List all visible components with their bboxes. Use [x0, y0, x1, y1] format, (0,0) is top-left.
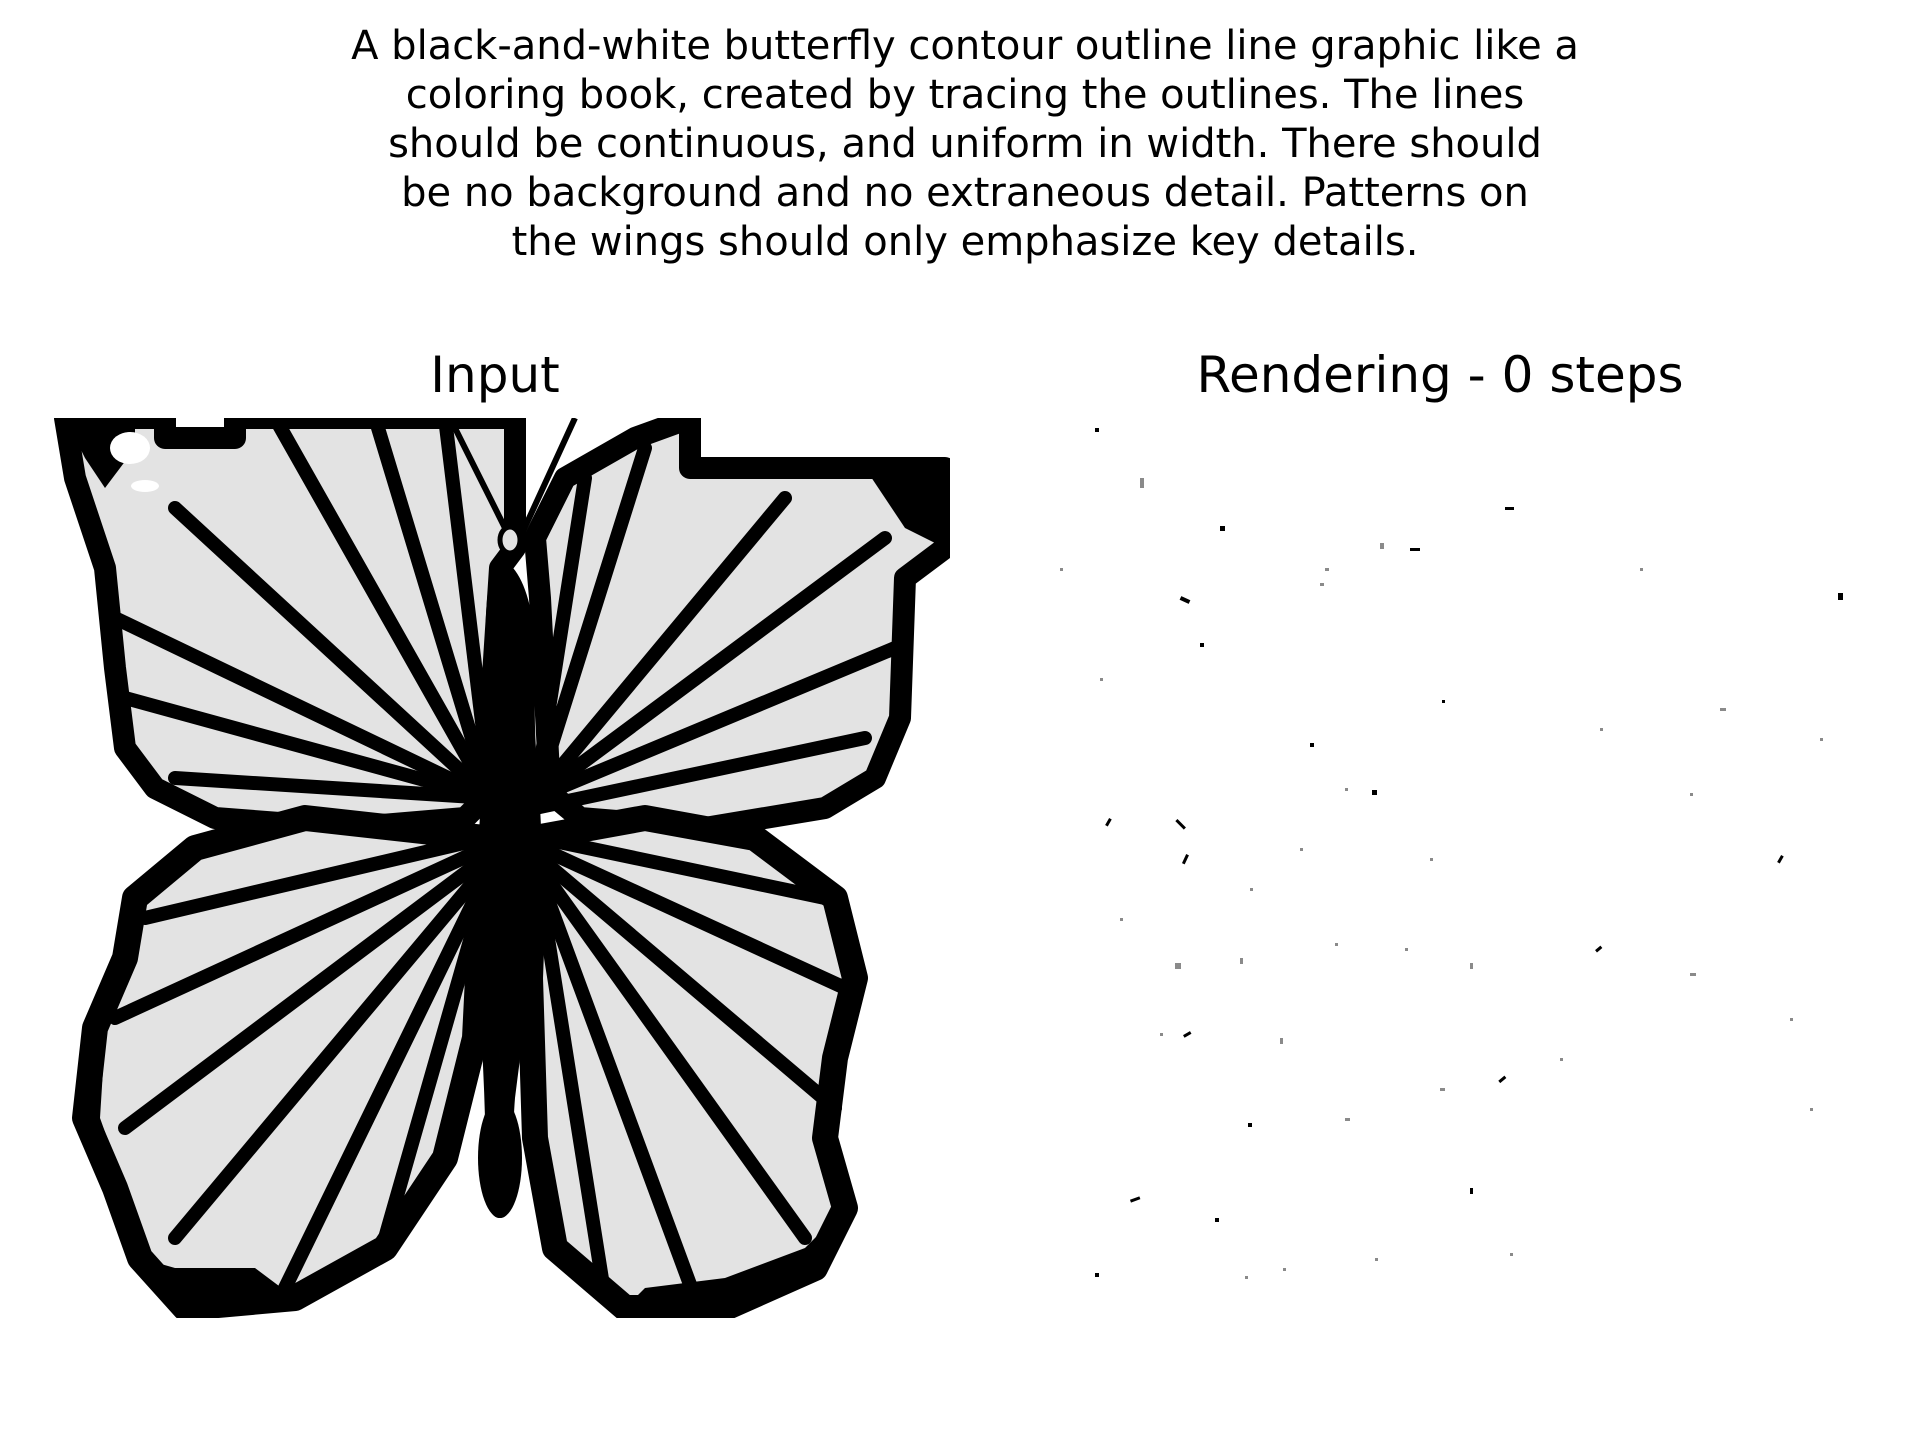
prompt-line: A black-and-white butterfly contour outl…	[351, 23, 1579, 69]
antennae	[447, 418, 578, 540]
prompt-line: be no background and no extraneous detai…	[401, 170, 1529, 216]
rendering-panel-title: Rendering - 0 steps	[1196, 346, 1684, 404]
speckle-noise	[1000, 418, 1900, 1318]
input-butterfly-image	[45, 418, 950, 1318]
input-panel-title: Input	[430, 346, 560, 404]
rendering-output-image	[1000, 418, 1900, 1318]
prompt-line: the wings should only emphasize key deta…	[511, 219, 1419, 265]
prompt-text: A black-and-white butterfly contour outl…	[270, 22, 1660, 267]
prompt-line: should be continuous, and uniform in wid…	[388, 121, 1542, 167]
butterfly-body	[476, 558, 542, 1218]
butterfly-drawing	[45, 418, 950, 1318]
prompt-line: coloring book, created by tracing the ou…	[405, 72, 1525, 118]
